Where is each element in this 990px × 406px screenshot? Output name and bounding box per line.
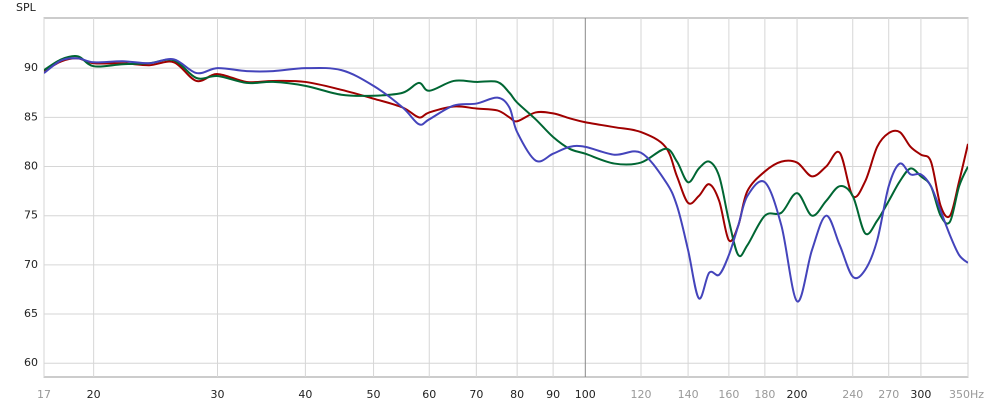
- x-tick-label: 17: [37, 388, 51, 401]
- series-line: [44, 57, 968, 303]
- x-tick-label: 160: [718, 388, 739, 401]
- x-tick-label: 270: [878, 388, 899, 401]
- x-tick-label: 240: [842, 388, 863, 401]
- y-tick-label: 60: [24, 356, 38, 369]
- x-tick-label: 100: [575, 388, 596, 401]
- x-tick-label: 80: [510, 388, 524, 401]
- y-axis-label: SPL: [16, 1, 37, 14]
- y-tick-label: 75: [24, 209, 38, 222]
- x-tick-label: 140: [678, 388, 699, 401]
- x-tick-label: 40: [298, 388, 312, 401]
- x-tick-label: 60: [422, 388, 436, 401]
- x-tick-label: 180: [754, 388, 775, 401]
- y-tick-label: 80: [24, 160, 38, 173]
- x-tick-label: 350Hz: [949, 388, 984, 401]
- x-tick-label: 30: [211, 388, 225, 401]
- x-tick-label: 200: [787, 388, 808, 401]
- y-tick-label: 70: [24, 258, 38, 271]
- x-tick-label: 70: [469, 388, 483, 401]
- x-tick-label: 50: [367, 388, 381, 401]
- x-tick-label: 20: [87, 388, 101, 401]
- y-tick-label: 65: [24, 307, 38, 320]
- series-line: [44, 55, 968, 258]
- x-tick-label: 120: [630, 388, 651, 401]
- y-tick-label: 90: [24, 61, 38, 74]
- x-tick-label: 90: [546, 388, 560, 401]
- y-tick-label: 85: [24, 110, 38, 123]
- x-tick-label: 300: [910, 388, 931, 401]
